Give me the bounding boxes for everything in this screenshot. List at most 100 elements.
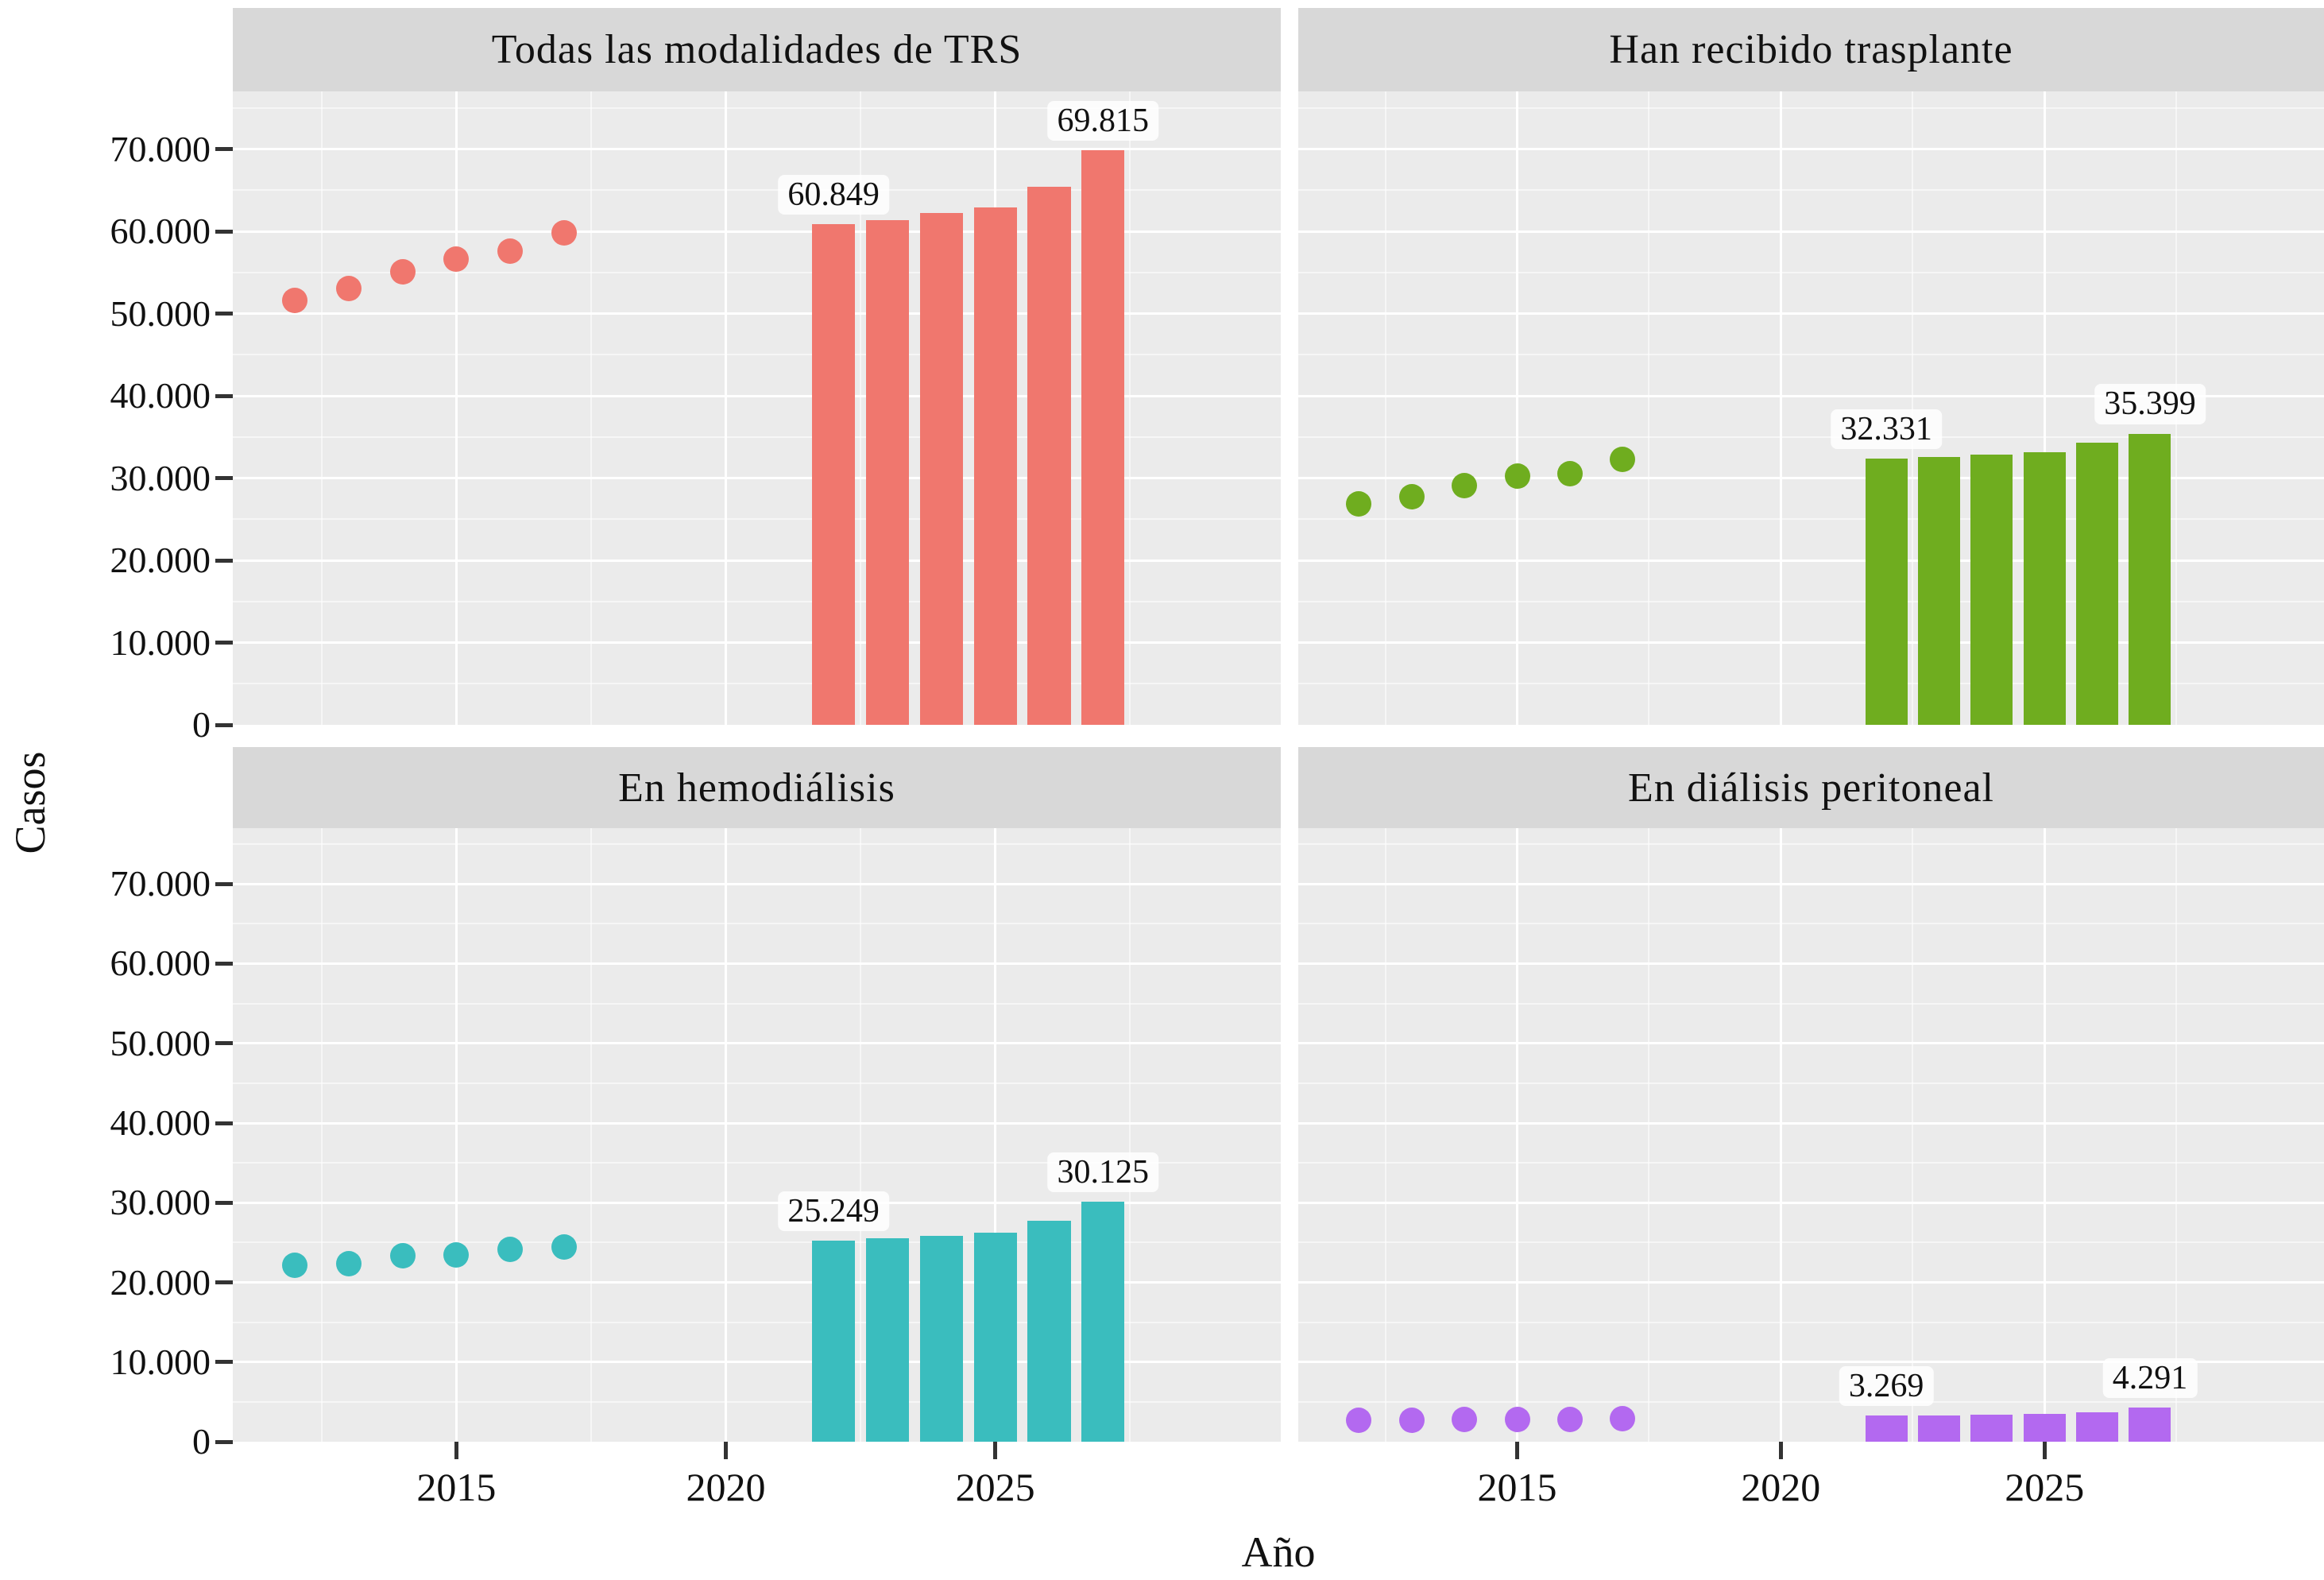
gridline [1129,91,1131,725]
y-axis-tick [215,961,233,966]
gridline [320,91,323,725]
x-tick-label: 2020 [686,1465,766,1509]
y-tick-label: 50.000 [110,292,211,334]
facet-title: Han recibido trasplante [1609,27,2013,72]
facet-strip-en-dialisis-peritoneal: En diálisis peritoneal [1298,747,2324,828]
bar [1081,150,1125,725]
gridline [233,843,1281,846]
bar-value-label: 69.815 [1047,101,1158,141]
gridline [233,148,1281,150]
x-tick-label: 2015 [416,1465,497,1509]
gridline [1298,1121,2324,1125]
gridline [1779,91,1782,725]
gridline [1779,828,1782,1442]
gridline [1298,962,2324,965]
gridline [1298,1002,2324,1005]
gridline [1298,477,2324,479]
data-point [1610,446,1636,472]
gridline [2043,91,2046,725]
gridline [1298,600,2324,602]
gridline [233,683,1281,685]
facet-strip-han-recibido-trasplante: Han recibido trasplante [1298,8,2324,91]
y-tick-label: 60.000 [110,211,211,251]
data-point [443,246,470,273]
gridline [1912,91,1914,725]
gridline [233,1002,1281,1005]
data-point [1556,1406,1583,1432]
y-tick-label: 40.000 [110,1102,211,1143]
bar-value-label: 3.269 [1839,1366,1934,1407]
gridline [590,91,592,725]
y-axis-tick [215,229,233,234]
gridline [1298,1201,2324,1204]
gridline [1298,843,2324,846]
facet-panel-han-recibido-trasplante: 32.331 35.399 [1298,91,2324,725]
gridline [1384,91,1386,725]
bar [1027,187,1071,725]
gridline [233,1321,1281,1323]
gridline [233,1121,1281,1125]
gridline [1298,354,2324,356]
gridline [233,230,1281,233]
gridline [233,1241,1281,1244]
gridline [233,600,1281,602]
facet-title: Todas las modalidades de TRS [491,27,1023,72]
x-axis-tick [1778,1442,1783,1459]
gridline [2175,828,2178,1442]
data-point [1504,463,1530,490]
bar [973,207,1017,725]
bar [1865,1415,1908,1442]
gridline [1648,828,1650,1442]
gridline [1298,923,2324,925]
data-point [1398,1407,1425,1433]
bar-value-label: 32.331 [1831,409,1942,450]
y-axis-tick [215,1121,233,1125]
gridline [1516,828,1518,1442]
facet-panel-todas-las-modalidades-de-trs: 60.849 69.815 [233,91,1281,725]
data-point [551,220,578,246]
x-axis-tick [1515,1442,1519,1459]
bar-value-label: 4.291 [2102,1357,2198,1398]
gridline [1298,148,2324,150]
data-point [1504,1406,1530,1432]
gridline [233,1400,1281,1403]
x-tick-label: 2025 [2005,1465,2085,1509]
data-point [497,238,524,264]
y-axis-tick [215,1041,233,1046]
gridline [233,882,1281,885]
facet-strip-todas-las-modalidades-de-trs: Todas las modalidades de TRS [233,8,1281,91]
bar [1970,1415,2013,1442]
x-axis-tick [993,1442,998,1459]
data-point [1556,461,1583,487]
gridline [1298,1042,2324,1045]
gridline [725,828,727,1442]
data-point [1452,472,1478,498]
bar [1865,459,1908,725]
gridline [590,828,592,1442]
bar [865,1238,910,1442]
gridline [233,394,1281,397]
bar-value-label: 25.249 [778,1191,889,1231]
x-axis-tick [724,1442,728,1459]
y-tick-label: 70.000 [110,863,211,904]
y-axis-tick [215,1280,233,1284]
y-tick-label: 40.000 [110,375,211,416]
gridline [1384,828,1386,1442]
facet-title: En hemodiálisis [618,765,895,811]
data-point [443,1242,470,1268]
y-axis-tick [215,312,233,316]
facet-title: En diálisis peritoneal [1627,765,1994,811]
y-tick-label: 0 [192,704,211,745]
gridline [233,641,1281,644]
gridline [233,312,1281,315]
gridline [994,828,997,1442]
gridline [1298,641,2324,644]
bar [2023,452,2066,725]
y-tick-label: 50.000 [110,1022,211,1063]
bar [1027,1221,1071,1442]
bar-value-label: 35.399 [2094,384,2206,424]
gridline [233,518,1281,521]
y-axis-tick [215,1200,233,1205]
gridline [1298,1082,2324,1084]
gridline [233,559,1281,562]
